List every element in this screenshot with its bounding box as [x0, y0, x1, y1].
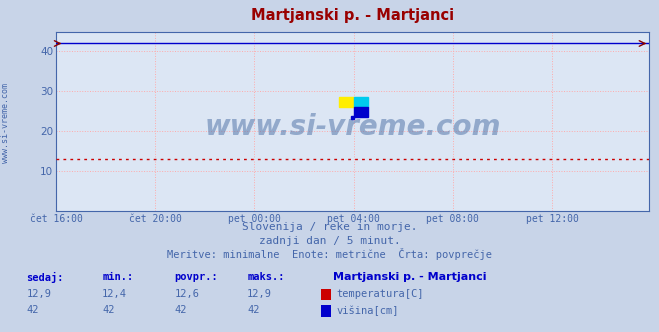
Text: 12,6: 12,6: [175, 289, 200, 299]
Bar: [339, 97, 354, 107]
Polygon shape: [354, 107, 368, 117]
Text: Martjanski p. - Martjanci: Martjanski p. - Martjanci: [251, 8, 454, 23]
Text: www.si-vreme.com: www.si-vreme.com: [204, 113, 501, 140]
Text: 12,9: 12,9: [26, 289, 51, 299]
Text: Martjanski p. - Martjanci: Martjanski p. - Martjanci: [333, 272, 486, 282]
Text: Meritve: minimalne  Enote: metrične  Črta: povprečje: Meritve: minimalne Enote: metrične Črta:…: [167, 248, 492, 260]
Text: www.si-vreme.com: www.si-vreme.com: [1, 83, 10, 163]
Text: 42: 42: [175, 305, 187, 315]
Text: 12,4: 12,4: [102, 289, 127, 299]
Text: 42: 42: [247, 305, 260, 315]
Text: 12,9: 12,9: [247, 289, 272, 299]
Text: maks.:: maks.:: [247, 272, 285, 282]
Text: povpr.:: povpr.:: [175, 272, 218, 282]
Text: sedaj:: sedaj:: [26, 272, 64, 283]
Text: višina[cm]: višina[cm]: [336, 305, 399, 316]
Bar: [351, 117, 354, 119]
Text: 42: 42: [26, 305, 39, 315]
Text: Slovenija / reke in morje.: Slovenija / reke in morje.: [242, 222, 417, 232]
Text: zadnji dan / 5 minut.: zadnji dan / 5 minut.: [258, 236, 401, 246]
Text: temperatura[C]: temperatura[C]: [336, 289, 424, 299]
Bar: [354, 97, 368, 107]
Text: 42: 42: [102, 305, 115, 315]
Text: min.:: min.:: [102, 272, 133, 282]
